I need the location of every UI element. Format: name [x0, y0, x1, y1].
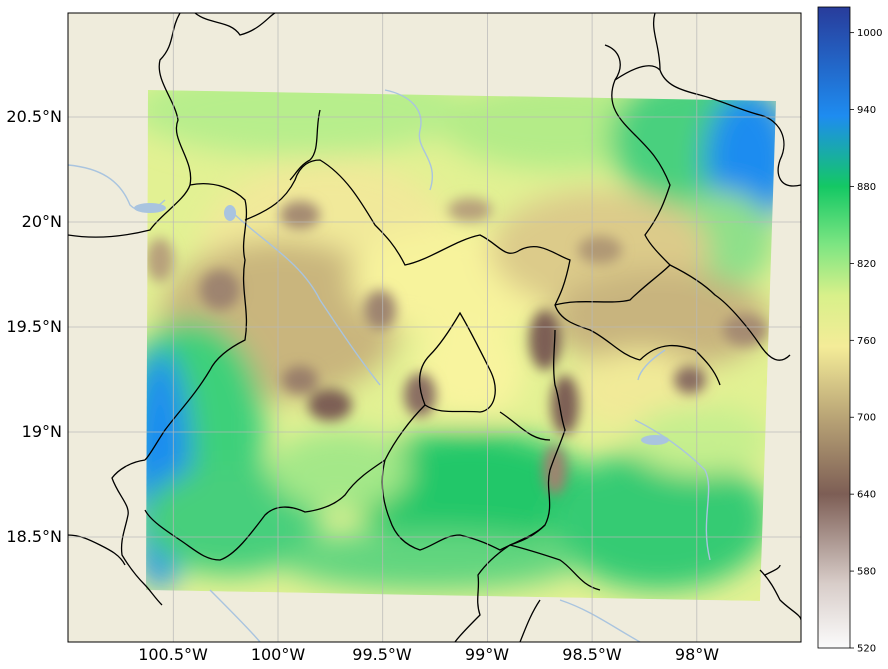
lon-label-98: 98°W — [675, 645, 719, 664]
longitude-axis: 100.5°W 100°W 99.5°W 99°W 98.5°W 98°W — [138, 645, 719, 664]
lat-label-20-5: 20.5°N — [6, 107, 62, 126]
colorbar-label-880: 880 — [857, 182, 876, 193]
gridlines — [68, 13, 801, 642]
colorbar: 520 580 640 700 760 820 880 940 1000 — [817, 6, 882, 655]
lat-label-18-5: 18.5°N — [6, 527, 62, 546]
map-frame — [67, 12, 802, 643]
colorbar-label-820: 820 — [857, 259, 876, 270]
elevation-field — [146, 90, 776, 601]
colorbar-gradient — [817, 6, 851, 649]
latitude-axis: 20.5°N 20°N 19.5°N 19°N 18.5°N — [6, 107, 62, 546]
lat-label-20: 20°N — [22, 212, 62, 231]
lon-label-99-5: 99.5°W — [352, 645, 412, 664]
lon-label-99: 99°W — [465, 645, 509, 664]
colorbar-label-760: 760 — [857, 336, 876, 347]
lat-label-19: 19°N — [22, 422, 62, 441]
colorbar-ticks: 520 580 640 700 760 820 880 940 1000 — [850, 28, 882, 655]
colorbar-label-1000: 1000 — [857, 28, 882, 39]
colorbar-label-580: 580 — [857, 567, 876, 578]
lakes — [134, 203, 669, 445]
rivers — [68, 89, 711, 642]
lat-label-19-5: 19.5°N — [6, 317, 62, 336]
colorbar-label-700: 700 — [857, 413, 876, 424]
state-boundaries — [68, 13, 801, 642]
lon-label-98-5: 98.5°W — [562, 645, 622, 664]
colorbar-label-520: 520 — [857, 644, 876, 655]
colorbar-label-940: 940 — [857, 105, 876, 116]
lon-label-100: 100°W — [251, 645, 306, 664]
colorbar-label-640: 640 — [857, 490, 876, 501]
lon-label-100-5: 100.5°W — [138, 645, 208, 664]
